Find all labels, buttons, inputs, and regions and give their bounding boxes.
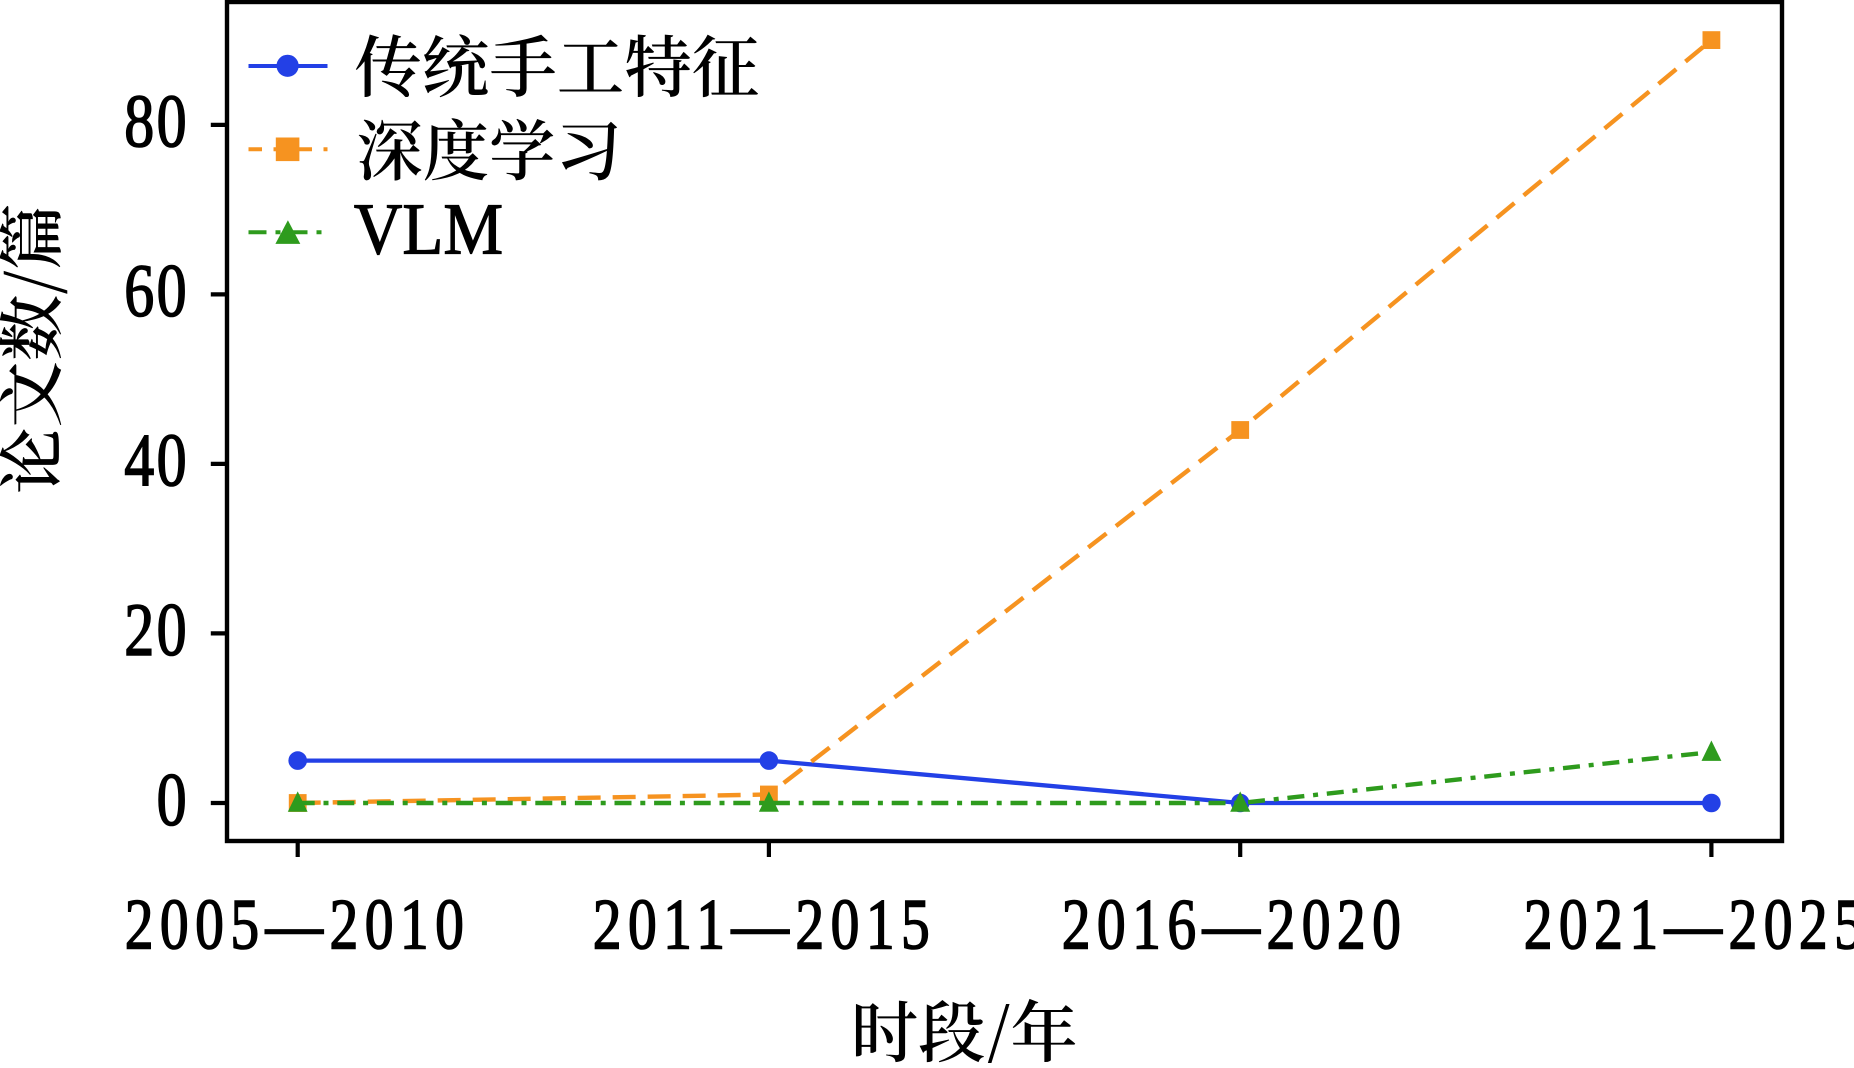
svg-text:2005—2010: 2005—2010 xyxy=(125,886,471,966)
svg-text:40: 40 xyxy=(124,418,189,502)
svg-text:VLM: VLM xyxy=(354,189,503,270)
svg-text:2016—2020: 2016—2020 xyxy=(1062,886,1408,966)
svg-text:60: 60 xyxy=(124,249,189,333)
svg-text:80: 80 xyxy=(124,79,189,163)
svg-text:0: 0 xyxy=(157,757,189,841)
svg-text:20: 20 xyxy=(124,588,189,672)
svg-text:2011—2015: 2011—2015 xyxy=(593,886,936,966)
svg-text:2021—2025: 2021—2025 xyxy=(1524,886,1854,966)
